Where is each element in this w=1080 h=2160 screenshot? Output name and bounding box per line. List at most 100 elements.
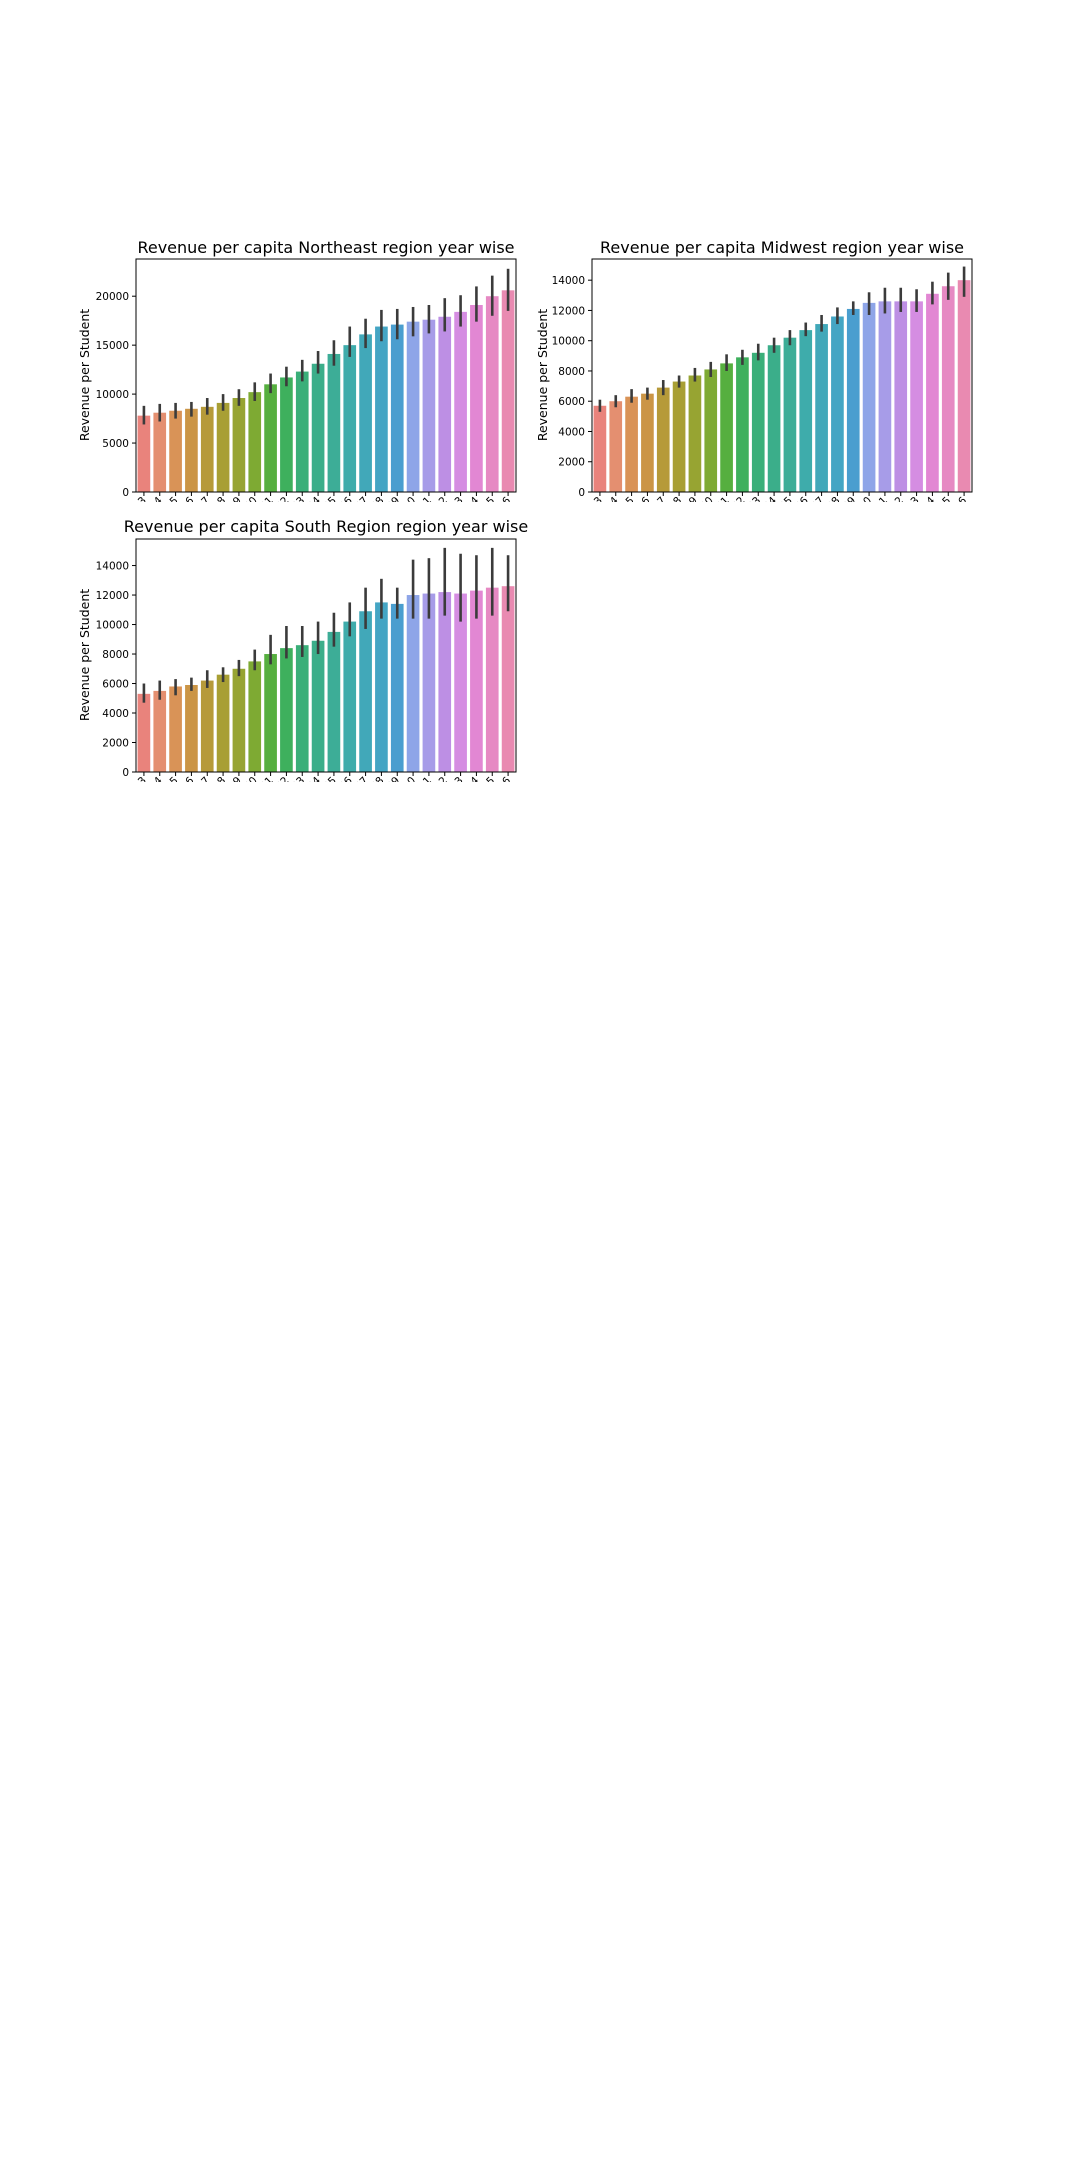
bar-2008 — [831, 316, 844, 492]
y-tick-label: 10000 — [552, 336, 585, 348]
bar-2015 — [941, 286, 955, 492]
bar-2008 — [375, 602, 388, 772]
bar-1995 — [169, 410, 182, 492]
bar-2003 — [295, 371, 309, 492]
bar-2005 — [783, 337, 797, 492]
bar-1999 — [232, 668, 246, 772]
y-axis-label: Revenue per Student — [77, 589, 92, 721]
bar-2012 — [438, 592, 452, 772]
bar-1999 — [232, 398, 246, 492]
plot-frame — [591, 258, 973, 493]
bar-1993 — [137, 693, 151, 772]
bar-1994 — [609, 401, 623, 492]
y-tick-label: 2000 — [558, 457, 585, 469]
bar-2002 — [280, 377, 293, 492]
y-tick-label: 12000 — [552, 305, 585, 317]
bar-2015 — [485, 587, 499, 772]
bar-2014 — [470, 590, 483, 772]
y-axis-label: Revenue per Student — [77, 309, 92, 441]
bar-2016 — [501, 290, 515, 492]
midwest-chart: Revenue per capita Midwest region year w… — [528, 232, 988, 522]
bar-2006 — [343, 345, 357, 492]
bar-2001 — [720, 363, 733, 492]
bar-2014 — [926, 293, 939, 492]
y-tick-label: 5000 — [102, 438, 129, 450]
bar-2009 — [390, 603, 404, 772]
bar-2011 — [422, 319, 436, 492]
bar-2009 — [846, 308, 860, 492]
bar-2002 — [736, 357, 749, 492]
chart-title: Revenue per capita Midwest region year w… — [600, 238, 964, 257]
bar-2002 — [280, 648, 293, 772]
chart-title: Revenue per capita Northeast region year… — [137, 238, 514, 257]
northeast-plot-area: 0500010000150002000019931994199519961997… — [96, 258, 517, 522]
y-axis-label: Revenue per Student — [535, 309, 550, 441]
bar-1994 — [153, 412, 167, 492]
bar-2007 — [359, 611, 372, 772]
y-tick-label: 8000 — [102, 649, 129, 661]
bar-1997 — [656, 387, 670, 492]
bar-2011 — [422, 593, 436, 772]
bar-2012 — [438, 316, 452, 492]
plot-frame — [135, 538, 517, 773]
y-tick-label: 10000 — [96, 389, 129, 401]
chart-title: Revenue per capita South Region region y… — [124, 517, 528, 536]
bar-2006 — [343, 621, 357, 772]
bar-2010 — [862, 302, 876, 492]
bar-1994 — [153, 690, 167, 772]
northeast-chart-svg: Revenue per capita Northeast region year… — [77, 238, 517, 522]
bar-2008 — [375, 326, 388, 492]
bar-2009 — [390, 324, 404, 492]
bar-2001 — [264, 654, 277, 772]
y-tick-label: 20000 — [96, 291, 129, 303]
bar-1998 — [216, 674, 230, 772]
bar-2016 — [501, 586, 515, 772]
bar-1996 — [185, 408, 198, 492]
bar-2006 — [799, 330, 813, 492]
bar-2000 — [248, 661, 262, 772]
bar-2013 — [454, 593, 467, 772]
y-tick-label: 4000 — [102, 708, 129, 720]
y-tick-label: 0 — [122, 767, 129, 779]
bar-1996 — [185, 684, 198, 772]
bar-2003 — [295, 645, 309, 772]
y-tick-label: 10000 — [96, 620, 129, 632]
bar-2016 — [957, 280, 971, 492]
south-plot-area: 0200040006000800010000120001400019931994… — [96, 538, 517, 802]
bar-2004 — [767, 345, 781, 492]
bar-2011 — [878, 301, 892, 492]
south-chart-svg: Revenue per capita South Region region y… — [77, 517, 528, 802]
bar-1999 — [688, 375, 702, 492]
bar-2012 — [894, 301, 908, 492]
y-tick-label: 15000 — [96, 340, 129, 352]
bar-2000 — [704, 369, 718, 492]
y-tick-label: 4000 — [558, 426, 585, 438]
y-tick-label: 8000 — [558, 366, 585, 378]
y-tick-label: 2000 — [102, 738, 129, 750]
bar-2007 — [815, 324, 828, 492]
bar-1993 — [593, 405, 607, 492]
bar-2010 — [406, 595, 420, 772]
northeast-chart: Revenue per capita Northeast region year… — [70, 232, 530, 522]
south-chart: Revenue per capita South Region region y… — [70, 512, 530, 802]
bar-2000 — [248, 392, 262, 492]
bar-2005 — [327, 631, 341, 772]
y-tick-label: 6000 — [558, 396, 585, 408]
bar-2013 — [454, 311, 467, 492]
bar-2004 — [311, 640, 325, 772]
bar-1998 — [216, 402, 230, 492]
bar-2014 — [470, 305, 483, 492]
bar-2003 — [751, 352, 765, 492]
bar-2013 — [910, 301, 923, 492]
y-tick-label: 14000 — [552, 275, 585, 287]
y-tick-label: 0 — [578, 487, 585, 499]
bar-2004 — [311, 363, 325, 492]
bar-1997 — [200, 406, 214, 492]
y-tick-label: 12000 — [96, 590, 129, 602]
bar-1995 — [169, 686, 182, 772]
bar-1996 — [641, 393, 654, 492]
midwest-plot-area: 0200040006000800010000120001400019931994… — [552, 258, 973, 522]
bar-2010 — [406, 321, 420, 492]
y-tick-label: 0 — [122, 487, 129, 499]
bar-2001 — [264, 384, 277, 492]
